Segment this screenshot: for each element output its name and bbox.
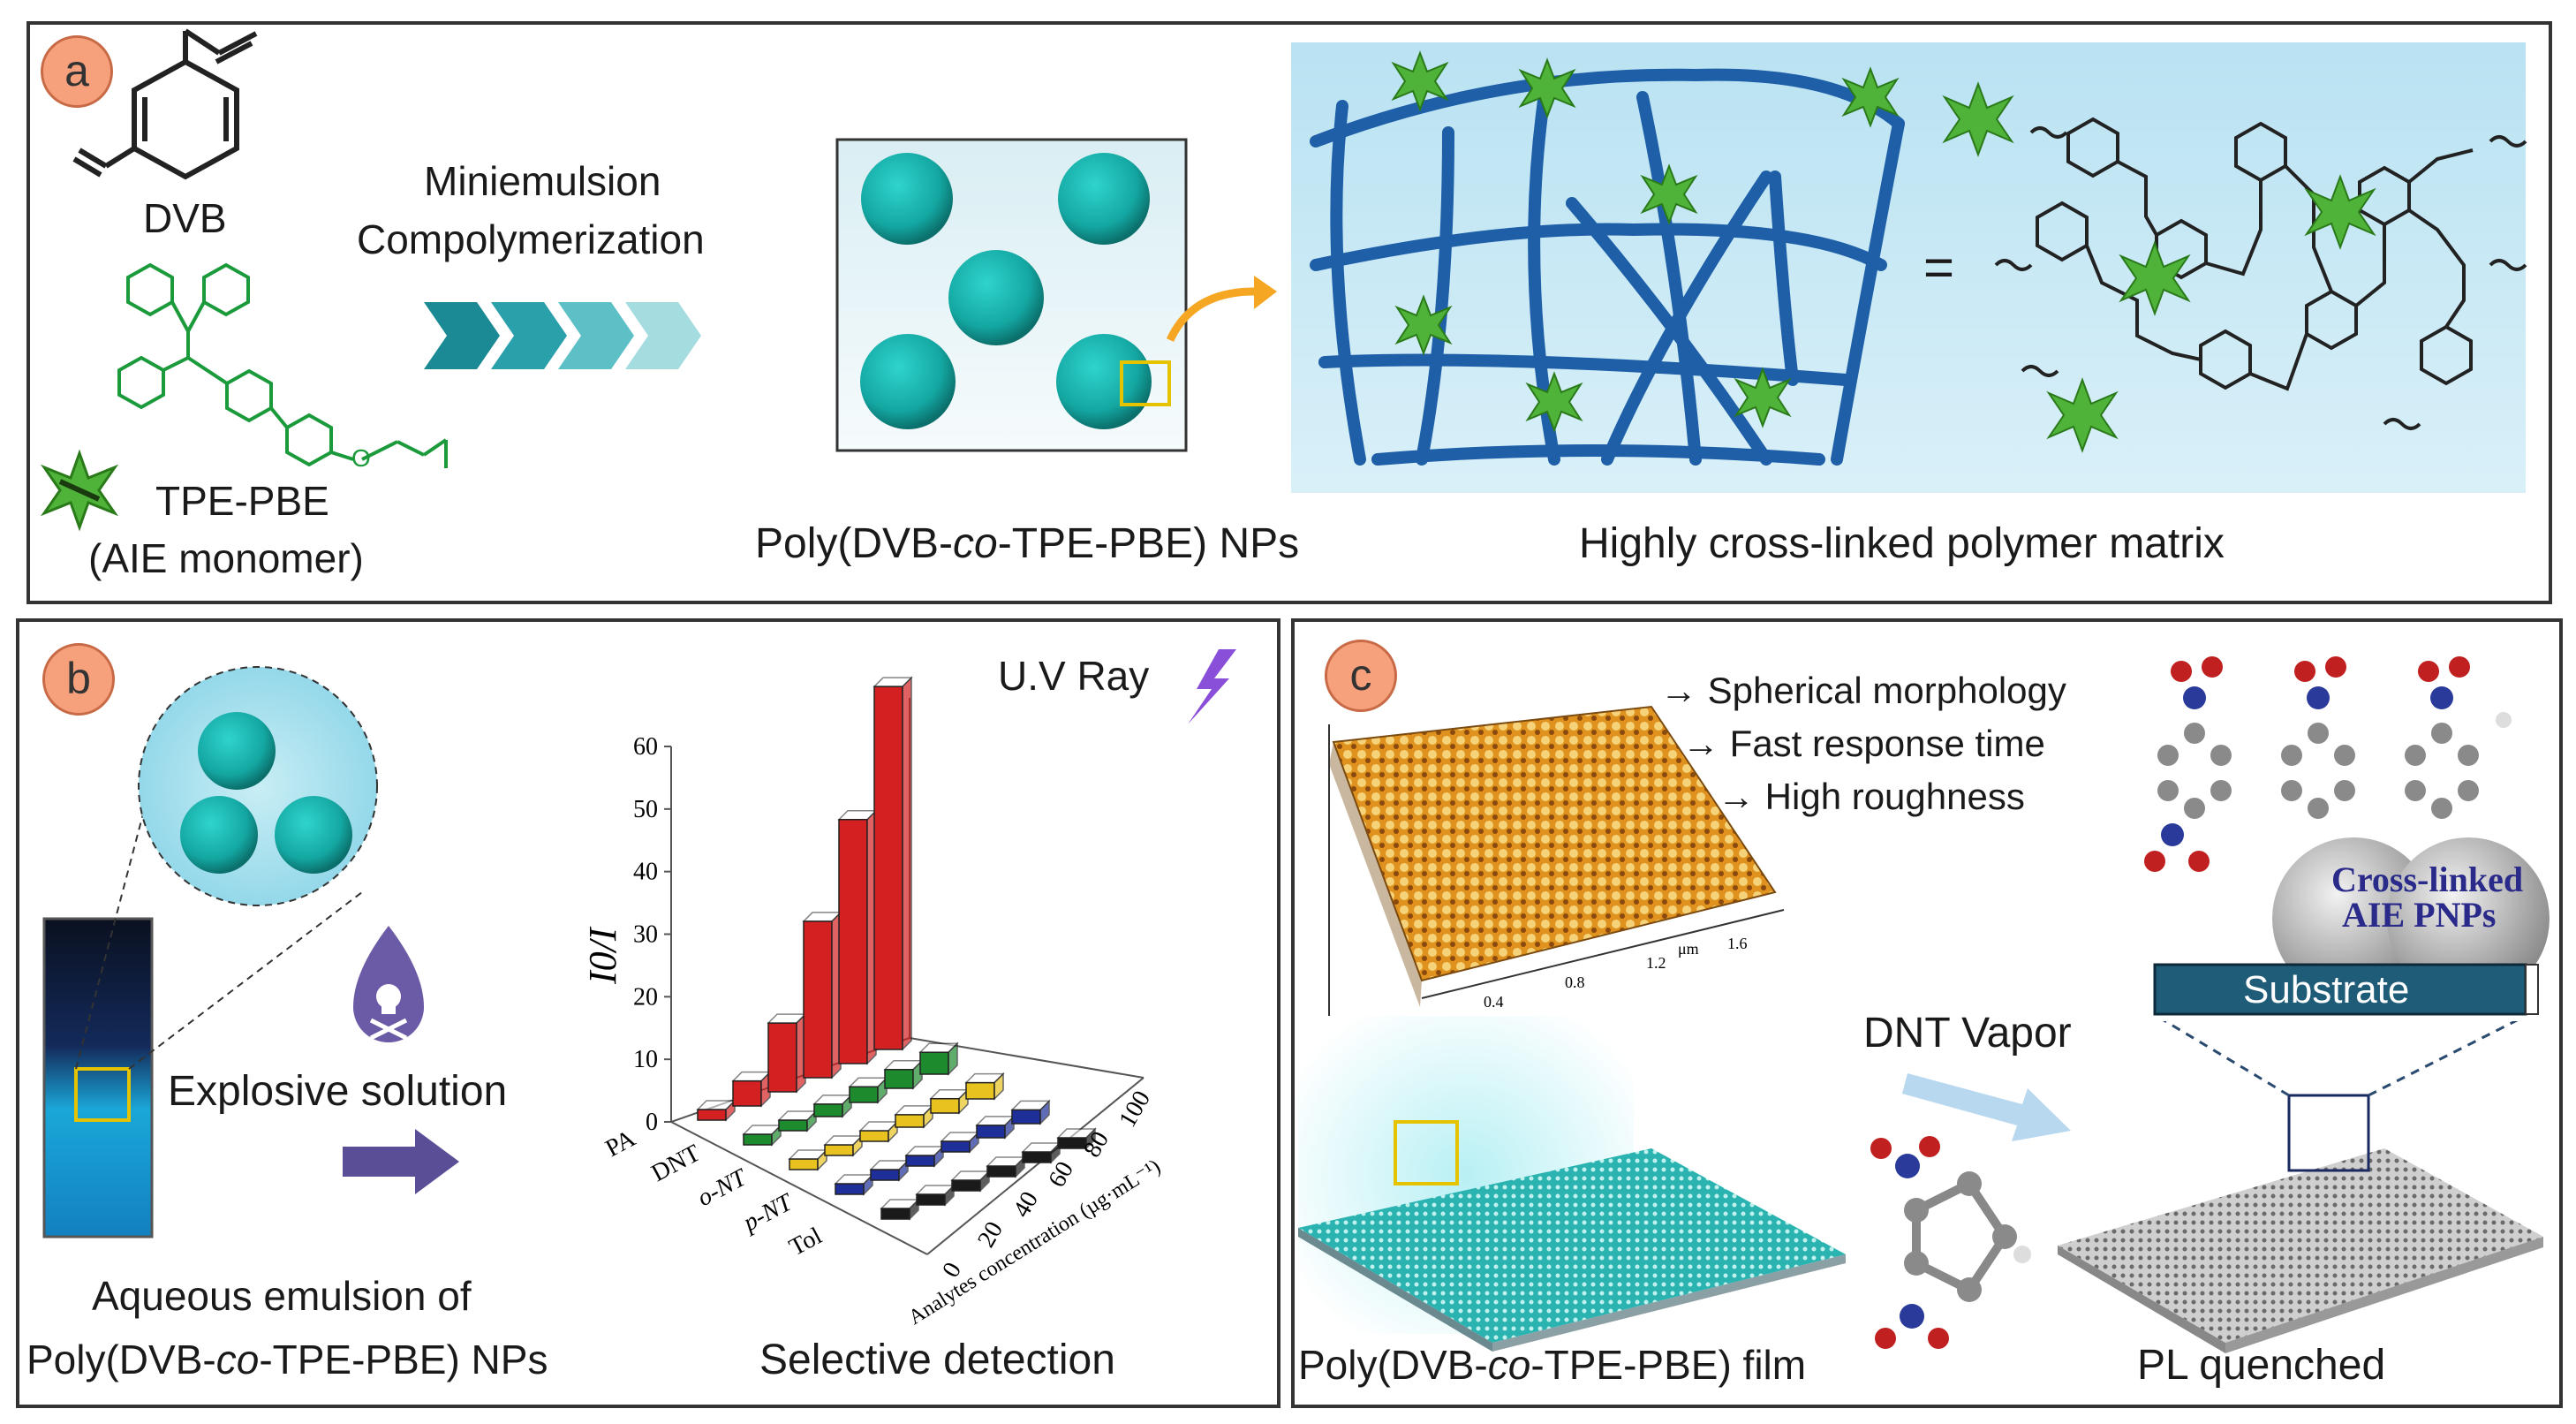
chart-ylabel: I0/I: [581, 926, 624, 985]
tpe-pbe-molecule: [117, 262, 448, 468]
vial: [42, 917, 154, 1238]
chart-y-ticks: 0 10 20 30 40 50 60: [633, 733, 671, 1136]
bar-DNT-0: [742, 1124, 782, 1147]
y-tick-label: 60: [633, 733, 658, 761]
pnp-sphere-left: [2272, 837, 2435, 1000]
bar-p-NT-100: [1010, 1099, 1051, 1125]
panel-a-badge: a: [41, 35, 113, 108]
aie-monomer-label: (AIE monomer): [88, 535, 364, 581]
afm-unit-label: μm: [1678, 940, 1699, 958]
dnt-vapor-label: DNT Vapor: [1863, 1010, 2072, 1057]
film-label: Poly(DVB-co-TPE-PBE) film: [1298, 1342, 1807, 1388]
bar-DNT-60: [848, 1076, 888, 1104]
emulsion-line1: Aqueous emulsion of: [92, 1273, 472, 1319]
pl-quenched-label: PL quenched: [2137, 1342, 2386, 1389]
fiber-network: [1310, 68, 1905, 466]
explosive-solution-label: Explosive solution: [168, 1068, 508, 1115]
bar-Tol-100: [1056, 1127, 1097, 1150]
afm-tick-label: 0.4: [1484, 993, 1504, 1011]
y-tick-label: 0: [646, 1109, 658, 1136]
panel-b-badge: b: [42, 643, 115, 716]
bullet-2: → Fast response time: [1682, 723, 2045, 764]
y-tick-label: 20: [633, 983, 658, 1011]
film-surface: [1298, 1148, 1846, 1343]
explosive-arrow: [343, 1129, 459, 1194]
aie-star-icon: [40, 449, 119, 532]
polymer-structure: [1994, 117, 2527, 430]
pnps-line1: Cross-linked: [2331, 860, 2524, 899]
y-tick-label: 40: [633, 859, 658, 886]
bar-Tol-0: [880, 1198, 920, 1221]
bar-Tol-60: [986, 1155, 1026, 1178]
bar-p-NT-60: [940, 1131, 980, 1154]
afm-surface: [1332, 705, 1777, 982]
svg-text:O: O: [351, 444, 371, 472]
substrate-label: Substrate: [2243, 968, 2410, 1011]
afm-tick-label: 1.6: [1727, 935, 1748, 952]
vapor-arrow: [1902, 1073, 2071, 1141]
matrix-label: Highly cross-linked polymer matrix: [1579, 520, 2225, 567]
chart-bars: [696, 676, 1097, 1221]
afm-tick-label: 0.8: [1565, 973, 1585, 991]
bar-o-NT-20: [823, 1134, 864, 1157]
equals-sign: =: [1923, 238, 1955, 297]
process-line2: Compolymerization: [357, 216, 705, 262]
tpe-pbe-label: TPE-PBE: [155, 478, 329, 524]
nitro-molecules: [2144, 656, 2512, 872]
structure-stars: [1942, 81, 2376, 453]
y-tick-label: 10: [633, 1046, 658, 1073]
bar-p-NT-40: [904, 1145, 945, 1168]
dvb-molecule: [72, 28, 258, 180]
bullet-3: → High roughness: [1718, 776, 2025, 817]
pnp-sphere-right: [2387, 837, 2550, 1000]
dvb-label: DVB: [143, 195, 227, 241]
dnt-molecule: [1863, 1131, 2031, 1352]
emulsion-line2: Poly(DVB-co-TPE-PBE) NPs: [26, 1337, 548, 1382]
afm-tick-label: 1.2: [1646, 954, 1666, 972]
uv-ray-label: U.V Ray: [998, 653, 1150, 699]
y-tick-label: 50: [633, 796, 658, 823]
quenched-film: [2058, 1148, 2543, 1343]
panel-c-badge: c: [1325, 640, 1397, 712]
bar-DNT-100: [918, 1041, 959, 1076]
nps-label: Poly(DVB-co-TPE-PBE) NPs: [755, 520, 1300, 567]
bar-DNT-80: [883, 1058, 924, 1090]
bullet-1: → Spherical morphology: [1660, 670, 2066, 711]
process-line1: Miniemulsion: [424, 158, 661, 204]
process-chevrons: [424, 302, 701, 369]
uv-lightning-icon: [1188, 649, 1236, 724]
network-stars: [1391, 50, 1900, 433]
network-bg: [1291, 42, 2526, 493]
bar-o-NT-100: [964, 1072, 1005, 1101]
bar-o-NT-0: [788, 1148, 828, 1171]
selective-detection-label: Selective detection: [759, 1337, 1115, 1383]
y-tick-label: 30: [633, 921, 658, 949]
pnps-line2: AIE PNPs: [2342, 895, 2497, 935]
bar-PA-100: [873, 676, 913, 1051]
